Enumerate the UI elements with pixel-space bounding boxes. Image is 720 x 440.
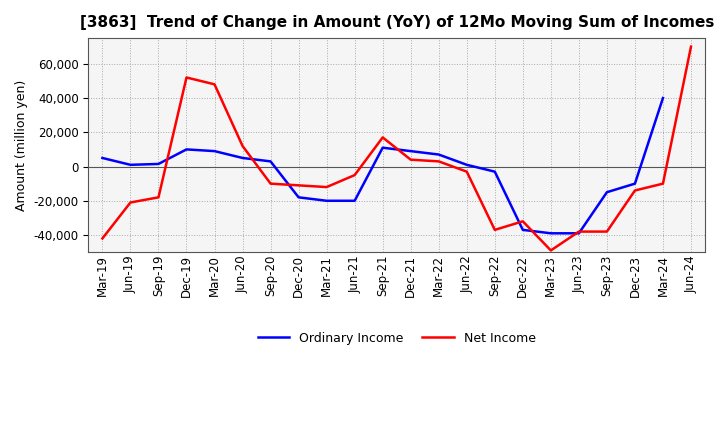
Net Income [575,229,583,234]
Ordinary Income [575,231,583,236]
Ordinary Income [351,198,359,203]
Net Income [126,200,135,205]
Line: Net Income: Net Income [102,47,691,250]
Net Income [323,184,331,190]
Net Income [490,227,499,232]
Ordinary Income [238,155,247,161]
Ordinary Income [294,195,303,200]
Ordinary Income [379,145,387,150]
Net Income [434,159,443,164]
Net Income [154,195,163,200]
Net Income [546,248,555,253]
Ordinary Income [126,162,135,168]
Net Income [659,181,667,186]
Net Income [351,172,359,178]
Ordinary Income [631,181,639,186]
Line: Ordinary Income: Ordinary Income [102,98,663,233]
Net Income [687,44,696,49]
Ordinary Income [154,161,163,167]
Ordinary Income [182,147,191,152]
Net Income [379,135,387,140]
Net Income [210,82,219,87]
Net Income [294,183,303,188]
Y-axis label: Amount (million yen): Amount (million yen) [15,80,28,211]
Ordinary Income [434,152,443,157]
Ordinary Income [98,155,107,161]
Ordinary Income [490,169,499,174]
Ordinary Income [210,148,219,154]
Net Income [518,219,527,224]
Ordinary Income [266,159,275,164]
Ordinary Income [546,231,555,236]
Net Income [603,229,611,234]
Ordinary Income [518,227,527,232]
Net Income [462,169,471,174]
Net Income [631,188,639,193]
Net Income [266,181,275,186]
Ordinary Income [659,95,667,101]
Net Income [182,75,191,80]
Ordinary Income [603,190,611,195]
Net Income [406,157,415,162]
Net Income [98,236,107,241]
Net Income [238,143,247,149]
Ordinary Income [462,162,471,168]
Title: [3863]  Trend of Change in Amount (YoY) of 12Mo Moving Sum of Incomes: [3863] Trend of Change in Amount (YoY) o… [79,15,714,30]
Ordinary Income [323,198,331,203]
Ordinary Income [406,148,415,154]
Legend: Ordinary Income, Net Income: Ordinary Income, Net Income [253,327,541,350]
